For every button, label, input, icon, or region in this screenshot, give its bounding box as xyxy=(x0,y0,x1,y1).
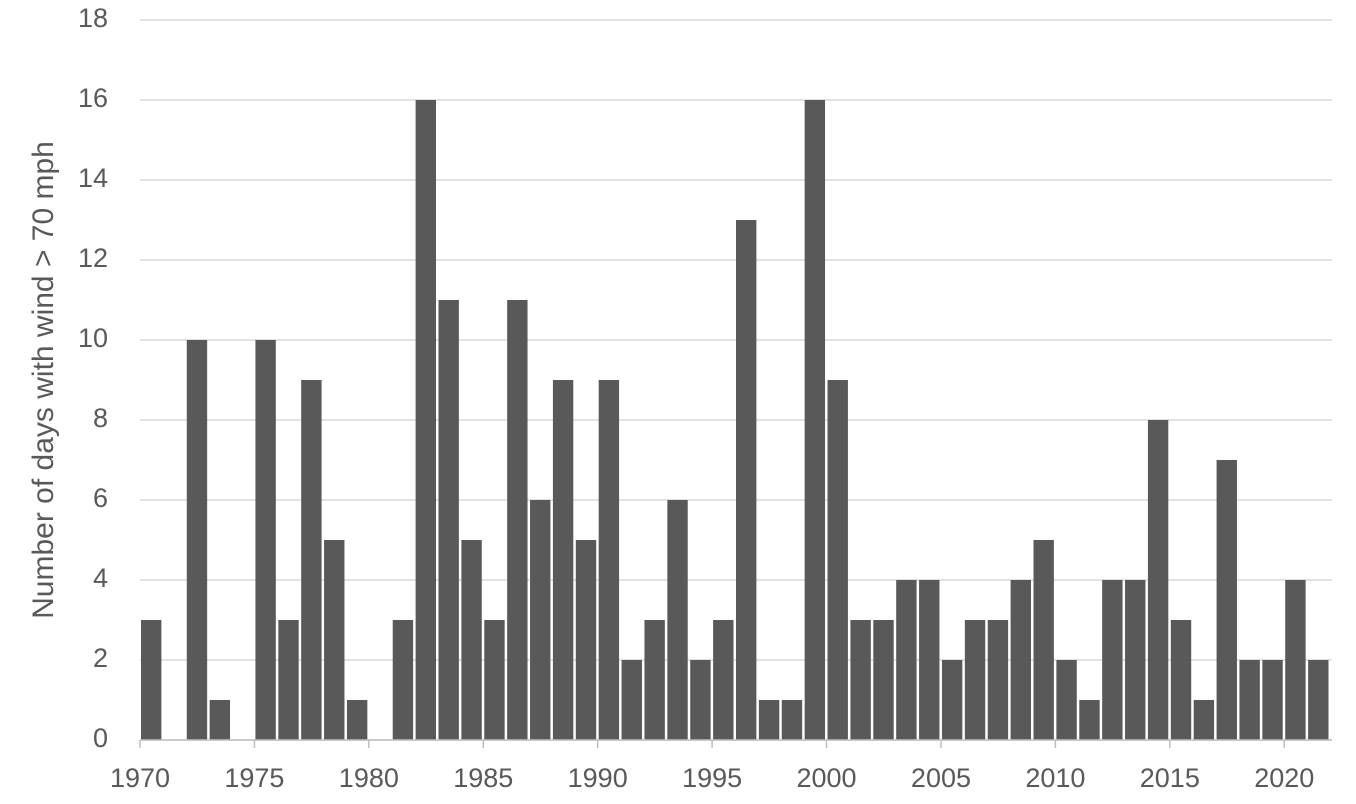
bar xyxy=(1125,580,1146,740)
bar xyxy=(484,620,505,740)
bar xyxy=(1079,700,1100,740)
y-tick-label: 4 xyxy=(93,563,108,593)
y-tick-label: 12 xyxy=(78,243,108,273)
y-tick-label: 8 xyxy=(93,403,108,433)
bar xyxy=(1262,660,1283,740)
bar xyxy=(850,620,871,740)
y-tick-label: 6 xyxy=(93,483,108,513)
bar xyxy=(346,700,368,740)
bar xyxy=(575,540,597,740)
x-tick-label: 1970 xyxy=(110,763,170,793)
x-tick-label: 2010 xyxy=(1025,763,1085,793)
x-tick-label: 2000 xyxy=(796,763,856,793)
bar xyxy=(301,380,322,740)
bar xyxy=(530,500,551,740)
bar xyxy=(255,340,276,740)
x-tick-label: 1975 xyxy=(224,763,284,793)
x-tick-label: 2015 xyxy=(1140,763,1200,793)
bar xyxy=(324,540,345,740)
x-tick-label: 1990 xyxy=(568,763,628,793)
y-tick-label: 0 xyxy=(93,723,108,753)
bar xyxy=(644,620,665,740)
y-tick-label: 14 xyxy=(78,163,108,193)
bar xyxy=(1308,660,1329,740)
bar xyxy=(804,100,826,740)
bar xyxy=(758,700,780,740)
bar xyxy=(713,620,734,740)
x-tick-label: 1980 xyxy=(339,763,399,793)
bar xyxy=(873,620,894,740)
bar xyxy=(461,540,482,740)
bar xyxy=(621,660,642,740)
bar xyxy=(1033,540,1054,740)
bar xyxy=(1285,580,1306,740)
bar xyxy=(186,340,208,740)
bar xyxy=(896,580,917,740)
bar xyxy=(415,100,436,740)
bar xyxy=(507,300,528,740)
bar xyxy=(278,620,299,740)
bar xyxy=(1102,580,1123,740)
bar xyxy=(552,380,574,740)
bar xyxy=(438,300,459,740)
bar xyxy=(919,580,940,740)
y-axis-title: Number of days with wind > 70 mph xyxy=(27,141,60,619)
bar xyxy=(1239,660,1260,740)
bar xyxy=(690,660,711,740)
bar xyxy=(667,500,688,740)
y-tick-label: 10 xyxy=(78,323,108,353)
bar xyxy=(1147,420,1169,740)
bar xyxy=(1216,460,1237,740)
y-tick-label: 16 xyxy=(78,83,108,113)
bar xyxy=(392,620,414,740)
bar xyxy=(598,380,620,740)
bar xyxy=(1010,580,1031,740)
x-tick-label: 2005 xyxy=(911,763,971,793)
bar xyxy=(1193,700,1215,740)
bar xyxy=(781,700,803,740)
y-tick-label: 18 xyxy=(78,3,108,33)
bar xyxy=(1056,660,1077,740)
bar xyxy=(1170,620,1192,740)
bar xyxy=(736,220,757,740)
y-tick-label: 2 xyxy=(93,643,108,673)
bar xyxy=(964,620,986,740)
bar xyxy=(141,620,162,740)
bar xyxy=(827,380,848,740)
bar xyxy=(209,700,231,740)
x-tick-label: 2020 xyxy=(1254,763,1314,793)
bar xyxy=(941,660,963,740)
x-tick-label: 1995 xyxy=(682,763,742,793)
x-tick-label: 1985 xyxy=(453,763,513,793)
bar xyxy=(987,620,1009,740)
